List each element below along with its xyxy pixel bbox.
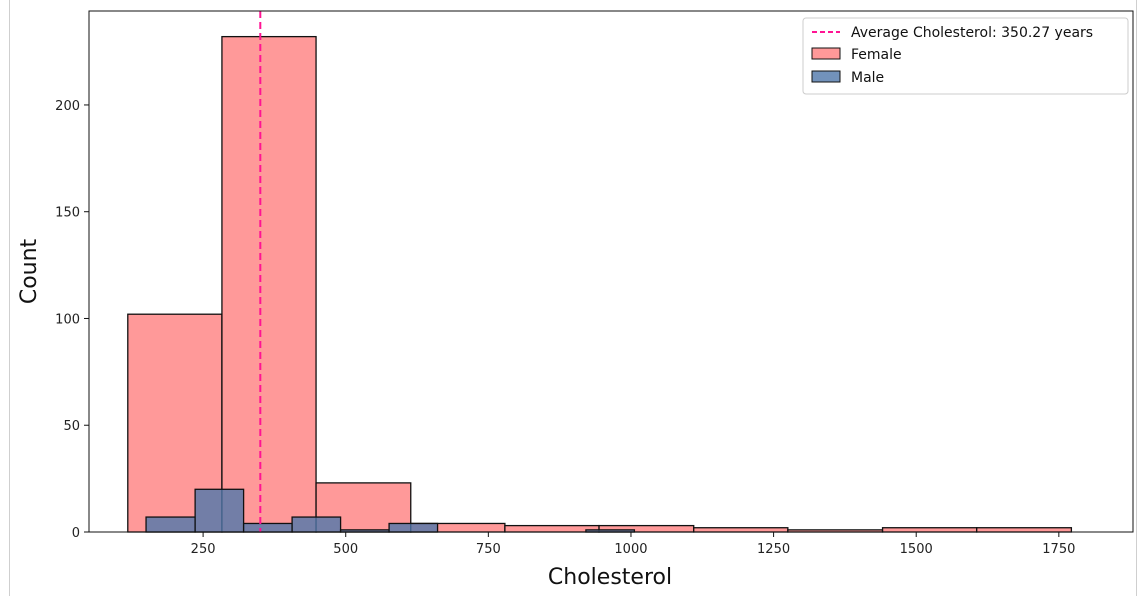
female-bar-1 (221, 35, 317, 533)
legend: Average Cholesterol: 350.27 years Female… (802, 17, 1129, 95)
y-tick-label-100: 100 (55, 312, 80, 327)
male-bar-3 (291, 516, 342, 533)
y-tick-label-0: 0 (72, 526, 80, 541)
male-bar-0 (145, 516, 196, 533)
legend-box (802, 17, 1129, 95)
y-tick-label-150: 150 (55, 206, 80, 221)
female-bar-9 (976, 527, 1073, 533)
y-tick-label-200: 200 (55, 99, 80, 114)
x-tick-label-1500: 1500 (900, 542, 933, 557)
x-tick-label-1000: 1000 (614, 542, 647, 557)
x-tick-label-750: 750 (476, 542, 501, 557)
female-bar-4 (504, 524, 600, 533)
female-bars (127, 35, 1073, 533)
x-axis-title: Cholesterol (548, 565, 672, 590)
female-bar-6 (693, 527, 789, 533)
figure-frame (9, 0, 1137, 596)
legend-average-label: Average Cholesterol: 350.27 years (851, 25, 1093, 41)
y-axis-title: Count (17, 238, 42, 304)
male-bar-1 (194, 488, 245, 533)
x-tick-label-500: 500 (333, 542, 358, 557)
male-bar-2 (242, 522, 293, 533)
legend-female-label: Female (851, 47, 902, 63)
legend-male-label: Male (851, 70, 884, 86)
x-tick-label-1750: 1750 (1042, 542, 1075, 557)
y-axis-ticks: 0 50 100 150 200 (55, 99, 89, 541)
male-bars (145, 488, 636, 533)
female-bar-8 (881, 527, 978, 533)
x-tick-label-250: 250 (191, 542, 216, 557)
legend-female-swatch (811, 47, 841, 60)
male-bar-5 (388, 522, 439, 533)
y-tick-label-50: 50 (63, 419, 80, 434)
plot-area-frame (88, 10, 1134, 533)
x-axis-ticks: 250 500 750 1000 1250 1500 1750 (191, 532, 1075, 557)
legend-male-swatch (811, 70, 841, 83)
x-tick-label-1250: 1250 (757, 542, 790, 557)
